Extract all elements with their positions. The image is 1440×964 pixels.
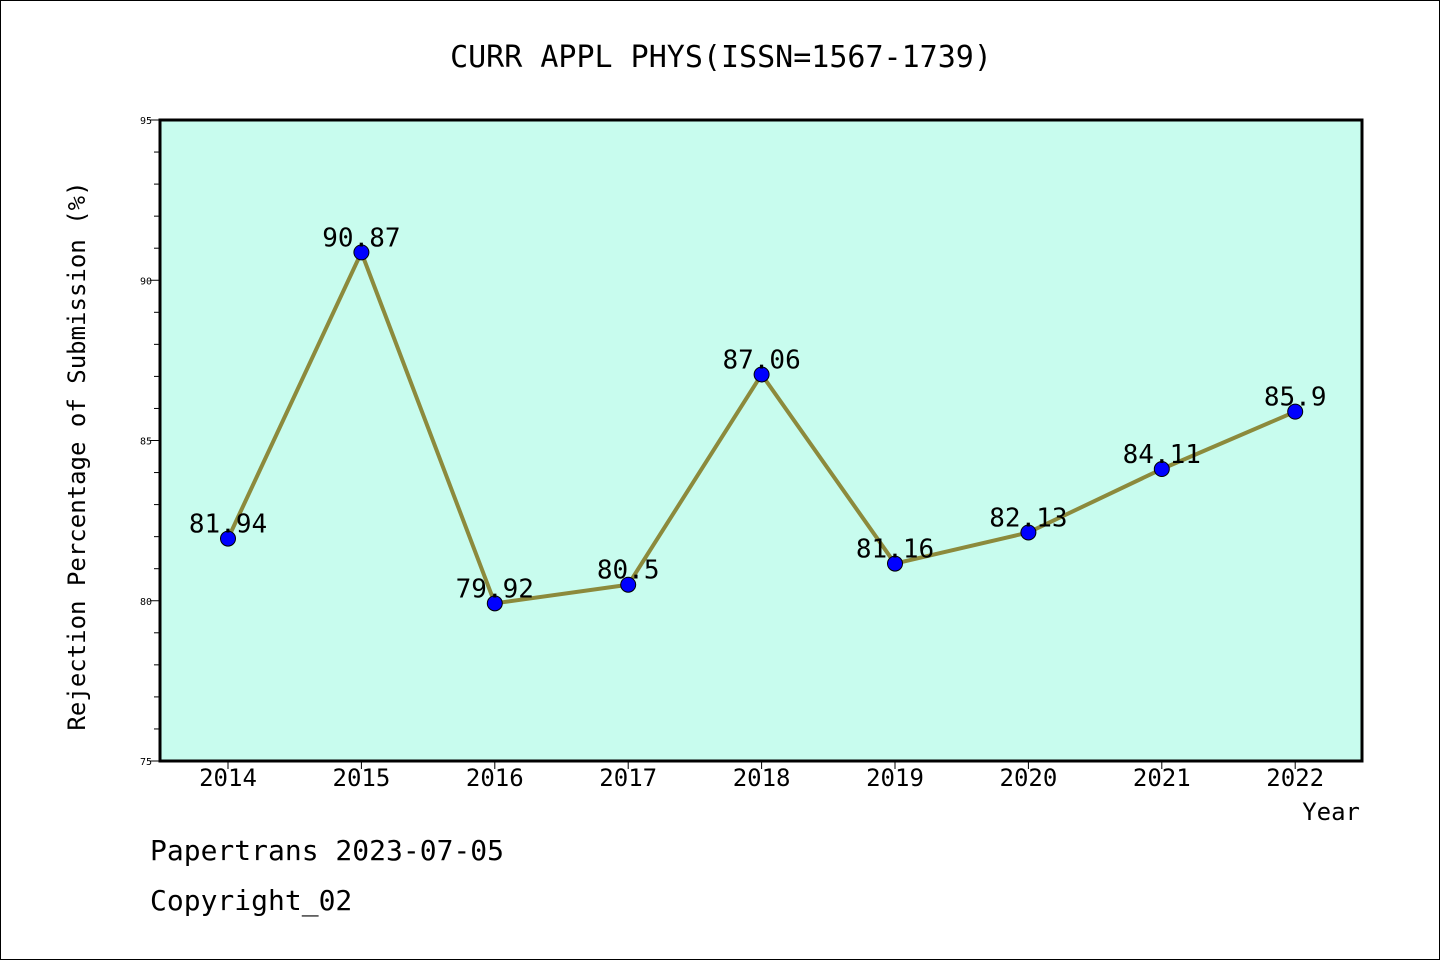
- x-tick-label: 2016: [466, 764, 524, 792]
- x-tick-label: 2018: [733, 764, 791, 792]
- footer-source: Papertrans 2023-07-05: [150, 834, 505, 867]
- x-axis-ticks: 2014 2015 2016 2017 2018 2019 2020 2021 2022: [199, 761, 1324, 792]
- y-tick-label: 85: [140, 437, 152, 448]
- y-axis-ticks: 75 80 85 90 95: [140, 116, 160, 768]
- plot-area: [158, 118, 1364, 763]
- data-labels-group: 81.94 90.87 79.92 80.5 87.06 81.16 82.13 84.11 8…: [189, 223, 1327, 604]
- x-tick-label: 2017: [599, 764, 657, 792]
- data-label: 79.92: [456, 574, 534, 604]
- x-tick-label: 2014: [199, 764, 257, 792]
- data-point: [220, 530, 236, 547]
- data-label: 85.9: [1264, 383, 1327, 413]
- x-axis-label: Year: [1302, 798, 1360, 826]
- data-point: [1153, 461, 1170, 478]
- data-point: [753, 366, 770, 383]
- data-label: 82.13: [989, 503, 1067, 533]
- data-label: 84.11: [1123, 440, 1201, 470]
- x-tick-label: 2022: [1266, 764, 1324, 792]
- data-label: 80.5: [597, 556, 660, 586]
- y-axis-label: Rejection Percentage of Submission (%): [63, 181, 91, 730]
- data-label: 81.94: [189, 510, 267, 540]
- data-label: 90.87: [322, 223, 400, 253]
- x-tick-label: 2015: [333, 764, 391, 792]
- x-tick-label: 2020: [1000, 764, 1058, 792]
- series-group: [220, 244, 1304, 612]
- data-point: [620, 576, 637, 593]
- data-point: [887, 555, 903, 572]
- data-point: [1020, 524, 1037, 541]
- y-tick-label: 95: [140, 116, 152, 127]
- data-label: 87.06: [722, 345, 800, 375]
- data-point: [353, 244, 370, 261]
- data-point: [1287, 403, 1304, 420]
- footer-copyright: Copyright_02: [150, 884, 353, 917]
- x-tick-label: 2019: [866, 764, 924, 792]
- y-tick-label: 90: [140, 276, 152, 287]
- chart-title: CURR APPL PHYS(ISSN=1567-1739): [450, 40, 992, 75]
- data-label: 81.16: [856, 535, 934, 565]
- y-tick-label: 75: [140, 757, 152, 768]
- data-point: [486, 595, 503, 612]
- x-tick-label: 2021: [1133, 764, 1191, 792]
- y-tick-label: 80: [140, 597, 152, 608]
